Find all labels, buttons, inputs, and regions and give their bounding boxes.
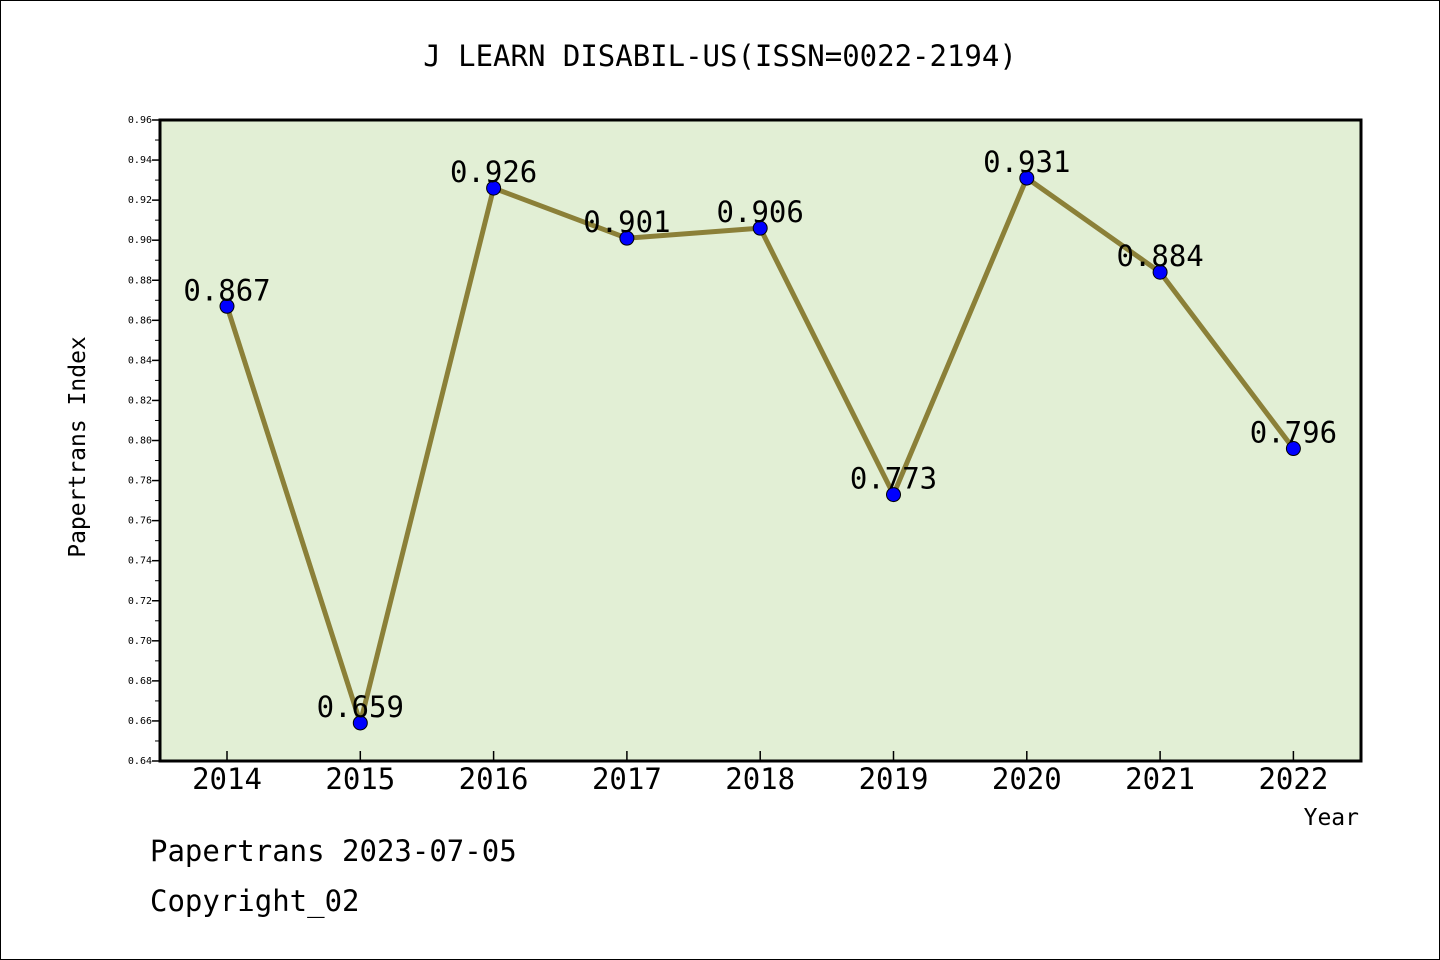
data-point-marker <box>619 230 635 246</box>
y-tick-label: 0.82 <box>128 395 152 406</box>
y-tick-label: 0.68 <box>128 676 152 687</box>
x-tick-label: 2018 <box>725 762 795 796</box>
y-axis-label: Papertrans Index <box>65 336 91 558</box>
x-tick-label: 2020 <box>992 762 1062 796</box>
y-axis: 0.64 0.66 0.68 0.70 0.72 0.74 0.76 0.78 0.80 0.82… <box>128 115 160 767</box>
x-tick-label: 2014 <box>192 762 262 796</box>
generated-date-text: Papertrans 2023-07-05 <box>150 834 517 868</box>
y-tick-label: 0.72 <box>128 596 152 607</box>
x-tick-label: 2021 <box>1125 762 1195 796</box>
data-label: 0.867 <box>183 273 270 307</box>
y-tick-label: 0.76 <box>128 516 152 527</box>
data-label: 0.659 <box>317 690 404 724</box>
chart-title: J LEARN DISABIL-US(ISSN=0022-2194) <box>423 39 1017 73</box>
data-point-marker <box>1285 441 1301 457</box>
data-point-marker <box>752 220 768 236</box>
data-point-marker <box>1019 170 1035 186</box>
copyright-text: Copyright_02 <box>150 884 360 918</box>
x-axis: 2014 2015 2016 2017 2018 2019 2020 2021 2022 <box>192 751 1328 796</box>
data-labels: 0.867 0.659 0.926 0.901 0.906 0.773 0.931 0.884… <box>183 145 1337 724</box>
data-label: 0.926 <box>450 155 537 189</box>
data-label: 0.901 <box>583 205 670 239</box>
y-tick-label: 0.64 <box>128 756 152 767</box>
data-point-marker <box>1152 264 1168 280</box>
x-tick-label: 2022 <box>1258 762 1328 796</box>
y-tick-label: 0.88 <box>128 275 152 286</box>
data-label: 0.796 <box>1250 416 1337 450</box>
data-point-marker <box>486 180 502 196</box>
x-tick-label: 2016 <box>459 762 529 796</box>
y-tick-label: 0.74 <box>128 556 152 567</box>
data-label: 0.931 <box>983 145 1070 179</box>
y-tick-label: 0.66 <box>128 716 152 727</box>
data-points <box>219 170 1301 731</box>
data-point-marker <box>886 487 901 503</box>
data-label: 0.906 <box>717 195 804 229</box>
x-tick-label: 2019 <box>859 762 929 796</box>
data-label: 0.773 <box>850 462 937 496</box>
x-axis-label: Year <box>1304 805 1359 831</box>
y-tick-label: 0.80 <box>128 436 152 447</box>
y-tick-label: 0.70 <box>128 636 152 647</box>
y-tick-label: 0.94 <box>128 155 152 166</box>
y-tick-label: 0.90 <box>128 235 152 246</box>
y-tick-label: 0.84 <box>128 355 152 366</box>
x-tick-label: 2015 <box>325 762 395 796</box>
x-tick-label: 2017 <box>592 762 662 796</box>
y-tick-label: 0.86 <box>128 315 152 326</box>
y-tick-label: 0.78 <box>128 476 152 487</box>
y-tick-label: 0.96 <box>128 115 152 126</box>
y-tick-label: 0.92 <box>128 195 152 206</box>
data-label: 0.884 <box>1116 239 1203 273</box>
data-point-marker <box>352 715 368 731</box>
data-point-marker <box>219 298 235 314</box>
